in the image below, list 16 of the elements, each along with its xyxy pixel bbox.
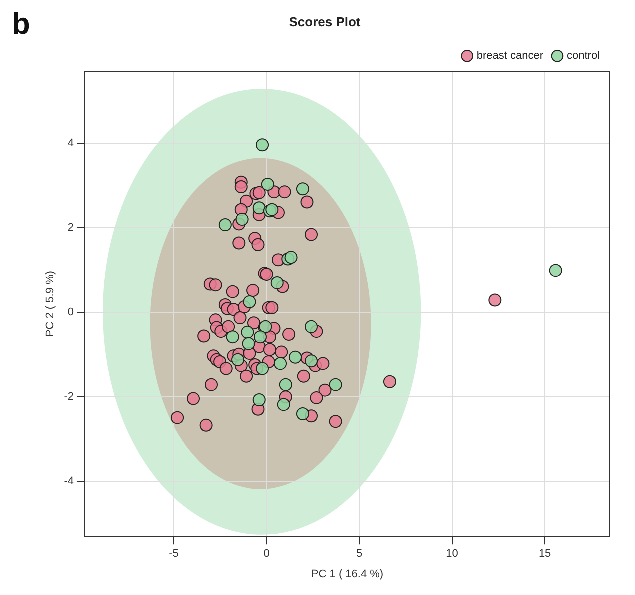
y-tick-label: 2 [68, 222, 74, 234]
x-tick-label: 10 [446, 548, 458, 560]
y-tick-label: 4 [68, 137, 74, 150]
chart-title: Scores Plot [289, 14, 362, 30]
y-tick-label: -4 [64, 476, 74, 488]
y-tick-label: 0 [68, 306, 74, 319]
legend-label: control [566, 50, 600, 62]
x-tick-label: 0 [264, 548, 270, 560]
text: b [12, 8, 30, 42]
x-axis-title: PC 1 ( 16.4 %) [311, 568, 384, 580]
y-axis-title: PC 2 ( 5.9 %) [44, 271, 57, 338]
x-tick-label: 5 [356, 548, 363, 560]
y-tick-label: -2 [64, 391, 74, 404]
x-tick-label: 15 [538, 548, 552, 560]
x-tick-label: -5 [169, 548, 179, 560]
legend-label: breast cancer [476, 50, 544, 62]
